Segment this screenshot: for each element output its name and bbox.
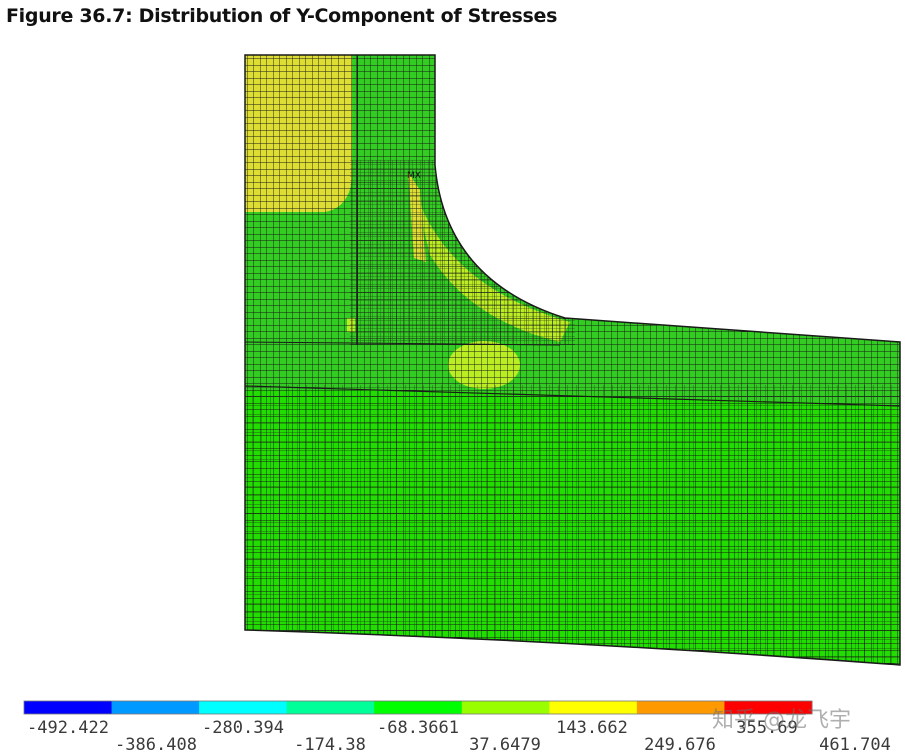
figure-title: Figure 36.7: Distribution of Y-Component… bbox=[6, 5, 558, 27]
legend-swatch bbox=[461, 701, 550, 714]
legend-border bbox=[23, 700, 813, 715]
seam-line-mid bbox=[244, 341, 561, 346]
watermark: 知乎 @龙飞宇 bbox=[712, 708, 851, 733]
legend-swatch bbox=[24, 701, 113, 714]
mesh-grid-lower bbox=[245, 385, 900, 665]
legend-swatch bbox=[111, 701, 200, 714]
mesh-grid-fillet bbox=[350, 160, 575, 345]
mesh-outline bbox=[244, 54, 901, 666]
mesh-body bbox=[245, 55, 900, 665]
legend-colorbar bbox=[23, 700, 813, 715]
legend-swatch bbox=[636, 701, 725, 714]
legend-swatch bbox=[724, 701, 813, 714]
legend-swatch bbox=[199, 701, 288, 714]
legend-swatch bbox=[374, 701, 463, 714]
legend-swatch bbox=[549, 701, 638, 714]
legend-swatch bbox=[286, 701, 375, 714]
seam-line-lower bbox=[244, 385, 901, 407]
max-node-marker: MX bbox=[407, 171, 421, 181]
